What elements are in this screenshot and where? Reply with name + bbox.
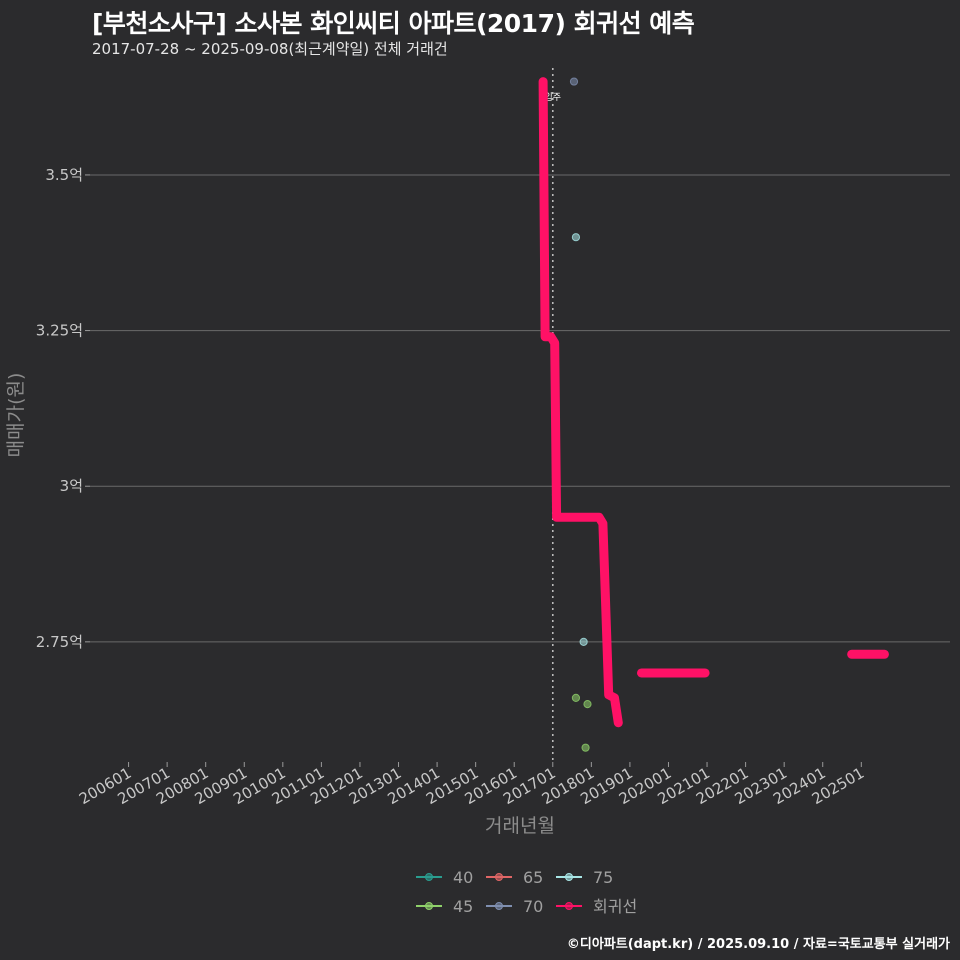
y-axis-title: 매매가(원) xyxy=(5,373,27,458)
y-tick-label: 2.75억 xyxy=(36,633,83,651)
legend-key-dot xyxy=(495,873,503,881)
footer-credit: ©디아파트(dapt.kr) / 2025.09.10 / 자료=국토교통부 실… xyxy=(566,937,950,952)
chart-title: [부천소사구] 소사본 화인씨티 아파트(2017) 회귀선 예측 xyxy=(92,9,695,38)
legend-key-dot xyxy=(425,873,433,881)
regression-line-layer xyxy=(538,77,889,728)
data-point-45 xyxy=(581,743,590,752)
y-axis-ticks: 3.5억 3.25억 3억 2.75억 xyxy=(36,166,90,651)
legend-item-75: 75 xyxy=(556,868,613,887)
data-point-75 xyxy=(571,233,581,242)
legend-label: 70 xyxy=(523,897,543,916)
legend-item-45: 45 xyxy=(416,897,473,916)
legend-item-회귀선: 회귀선 xyxy=(556,897,637,916)
y-tick-label: 3.5억 xyxy=(45,166,83,184)
legend: 40 45 65 70 75 회귀선 xyxy=(416,868,637,916)
data-point-75 xyxy=(579,637,588,646)
legend-key-dot xyxy=(565,902,573,910)
scatter-points-layer xyxy=(569,77,592,752)
legend-key-dot xyxy=(565,873,573,881)
legend-key-dot xyxy=(495,902,503,910)
legend-item-40: 40 xyxy=(416,868,473,887)
annotation-layer: 입주 xyxy=(544,68,561,762)
legend-label: 40 xyxy=(453,868,473,887)
y-tick-label: 3억 xyxy=(60,477,83,495)
legend-item-65: 65 xyxy=(486,868,543,887)
legend-label: 65 xyxy=(523,868,543,887)
legend-label: 75 xyxy=(593,868,613,887)
legend-label: 45 xyxy=(453,897,473,916)
legend-label: 회귀선 xyxy=(593,897,637,916)
data-point-70 xyxy=(569,77,579,86)
legend-item-70: 70 xyxy=(486,897,543,916)
chart-subtitle: 2017-07-28 ~ 2025-09-08(최근계약일) 전체 거래건 xyxy=(92,40,448,58)
regression-line xyxy=(538,77,623,728)
x-axis-ticks: 2006012007012008012009012010012011012012… xyxy=(76,762,867,808)
x-axis-title: 거래년월 xyxy=(485,815,555,837)
data-point-45 xyxy=(583,700,592,709)
legend-key-dot xyxy=(425,902,433,910)
move-in-label: 입주 xyxy=(544,91,561,103)
y-tick-label: 3.25억 xyxy=(36,322,83,340)
grid-lines xyxy=(90,174,950,643)
data-point-45 xyxy=(571,693,581,702)
